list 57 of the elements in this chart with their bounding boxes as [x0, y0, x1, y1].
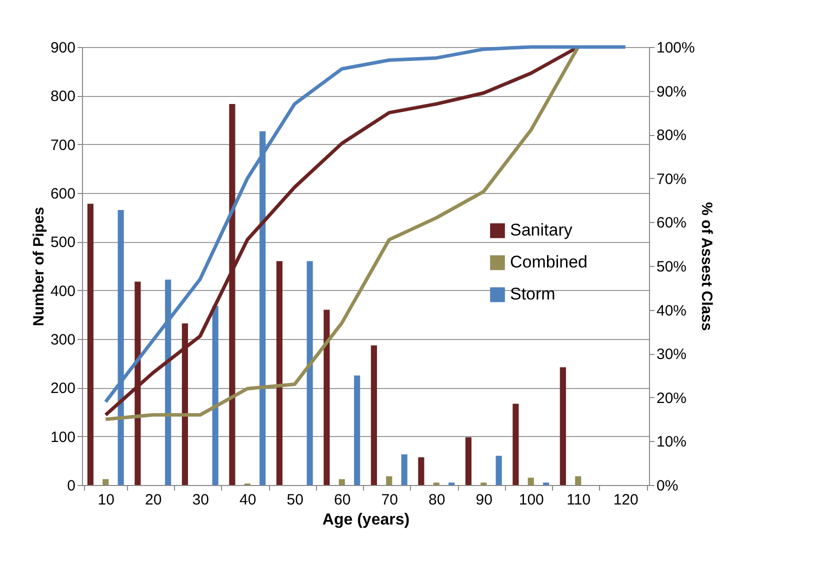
bar: [465, 437, 472, 485]
y-tick-label: 500: [50, 234, 76, 252]
legend-label: Storm: [510, 284, 556, 304]
bar: [338, 479, 345, 485]
y2-axis-title: % of Assest Class: [698, 202, 715, 331]
y-tick-label: 0: [67, 478, 76, 494]
y2-tick-label: 60%: [656, 214, 687, 232]
bar: [354, 376, 360, 485]
bar: [401, 454, 408, 485]
x-tick-label: 110: [566, 492, 591, 508]
bar: [276, 261, 282, 485]
y2-tick-label: 100%: [656, 40, 695, 56]
x-tick-label: 10: [98, 492, 114, 508]
y-tick-label: 800: [50, 88, 76, 106]
legend-label: Combined: [510, 252, 588, 272]
bar: [102, 479, 109, 485]
y-tick-label: 900: [50, 40, 76, 56]
y-tick-label: 100: [50, 428, 76, 446]
y2-tick-label: 80%: [656, 127, 687, 144]
x-tick-label: 50: [286, 492, 304, 508]
y2-tick-label: 50%: [656, 258, 687, 276]
x-tick-label: 120: [613, 492, 638, 508]
y2-tick-label: 20%: [656, 390, 687, 407]
legend-label: Sanitary: [510, 220, 573, 240]
bar: [512, 404, 519, 485]
bar: [370, 345, 377, 485]
x-tick-label: 90: [476, 492, 492, 508]
y-tick-label: 700: [50, 136, 76, 154]
y-axis-title: Number of Pipes: [30, 206, 48, 326]
x-axis-title: Age (years): [322, 512, 410, 528]
bar: [386, 476, 392, 485]
x-tick-label: 30: [192, 492, 209, 508]
bar: [496, 456, 502, 485]
y2-tick-label: 30%: [656, 346, 687, 364]
bar: [87, 204, 94, 485]
bar: [418, 457, 424, 485]
y2-tick-label: 10%: [656, 434, 687, 451]
x-tick-label: 20: [145, 492, 162, 508]
y-tick-label: 600: [50, 186, 76, 202]
y2-tick-label: 0%: [656, 478, 678, 494]
y2-tick-label: 40%: [656, 302, 687, 320]
bar: [324, 310, 330, 485]
y2-tick-label: 70%: [656, 170, 687, 188]
bar: [306, 261, 313, 485]
x-tick-label: 100: [518, 492, 544, 508]
y-tick-label: 300: [50, 332, 76, 348]
y-tick-label: 400: [50, 282, 76, 300]
x-tick-label: 40: [240, 492, 256, 508]
bar: [560, 367, 566, 485]
y2-tick-label: 90%: [656, 83, 687, 100]
x-tick-label: 70: [381, 492, 398, 508]
bar: [212, 306, 218, 485]
x-tick-label: 60: [334, 492, 351, 508]
bar: [528, 478, 534, 485]
bar: [575, 476, 582, 485]
x-tick-label: 80: [428, 492, 446, 508]
y-tick-label: 200: [50, 380, 76, 398]
